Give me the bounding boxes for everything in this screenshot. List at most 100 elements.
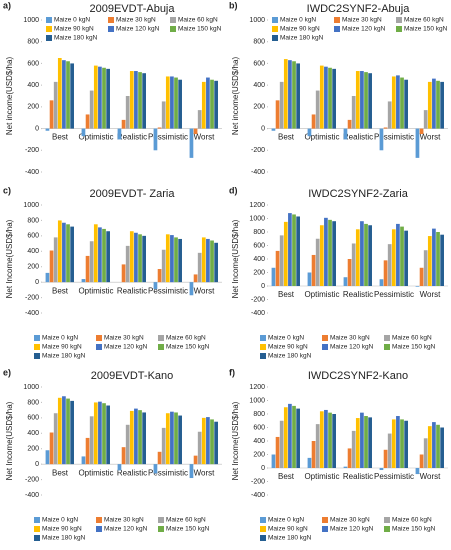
- bar: [117, 128, 122, 140]
- y-tick-label: -200: [25, 476, 39, 483]
- legend-swatch: [34, 353, 40, 359]
- x-tick-label: Realistic: [117, 468, 147, 477]
- bar: [85, 255, 90, 283]
- x-tick-label: Worst: [194, 133, 216, 142]
- legend-label: Maize 180 kgN: [280, 35, 324, 42]
- x-tick-label: Optimistic: [78, 468, 113, 477]
- legend-swatch: [96, 335, 102, 341]
- x-tick-label: Optimistic: [78, 286, 113, 295]
- x-tick-label: Realistic: [117, 286, 147, 295]
- bar: [324, 217, 328, 286]
- bar: [332, 221, 336, 286]
- x-tick-label: Pessimistic: [374, 472, 414, 481]
- bar: [415, 468, 420, 475]
- legend-label: Maize 120 kgN: [330, 526, 374, 533]
- x-tick-label: Optimistic: [304, 290, 339, 299]
- legend-swatch: [96, 526, 102, 532]
- y-axis-label: Net Income(USD$/ha): [231, 401, 240, 480]
- x-tick-label: Pessimistic: [148, 286, 188, 295]
- x-tick-label: Worst: [194, 286, 216, 295]
- legend-swatch: [158, 517, 164, 523]
- bar: [400, 419, 404, 468]
- x-tick-label: Realistic: [343, 472, 373, 481]
- bar: [45, 272, 50, 283]
- bar: [328, 219, 332, 286]
- x-tick-label: Pessimistic: [148, 468, 188, 477]
- bar: [343, 128, 348, 140]
- y-tick-label: -400: [251, 169, 265, 176]
- panel-label: c): [3, 185, 11, 195]
- legend-label: Maize 60 kgN: [404, 17, 444, 24]
- bar: [189, 128, 194, 158]
- legend-swatch: [260, 517, 266, 523]
- bar: [157, 451, 162, 465]
- bar: [404, 420, 408, 468]
- bar: [142, 73, 146, 129]
- bar: [62, 222, 66, 283]
- bar: [45, 128, 50, 131]
- bar: [387, 244, 392, 286]
- bar: [364, 223, 368, 286]
- legend-swatch: [272, 35, 278, 41]
- bar: [85, 114, 90, 129]
- y-tick-label: 1000: [249, 215, 265, 222]
- legend-label: Maize 120 kgN: [330, 344, 374, 351]
- bar: [206, 417, 210, 465]
- bar: [153, 282, 158, 290]
- bar: [193, 128, 198, 134]
- bar: [189, 464, 194, 479]
- legend-swatch: [384, 526, 390, 532]
- x-tick-label: Best: [52, 286, 69, 295]
- bar: [368, 225, 372, 286]
- bar: [189, 282, 194, 296]
- bar: [368, 73, 372, 129]
- y-tick-label: 0: [35, 279, 39, 286]
- legend-label: Maize 60 kgN: [392, 335, 432, 342]
- bar: [324, 66, 328, 129]
- bar: [161, 101, 166, 129]
- legend-swatch: [108, 17, 114, 23]
- legend-swatch: [260, 344, 266, 350]
- bar: [288, 60, 292, 129]
- legend-swatch: [46, 17, 52, 23]
- x-tick-label: Optimistic: [78, 133, 113, 142]
- y-tick-label: 1000: [23, 17, 39, 24]
- bar: [332, 414, 336, 468]
- legend-label: Maize 30 kgN: [116, 17, 156, 24]
- bar: [319, 225, 324, 286]
- legend-swatch: [46, 35, 52, 41]
- bar: [178, 415, 182, 465]
- bar: [81, 279, 86, 283]
- bar: [70, 400, 74, 465]
- bar: [206, 238, 210, 283]
- y-tick-label: 200: [27, 264, 39, 271]
- bar: [66, 398, 70, 465]
- bar: [98, 227, 102, 283]
- y-tick-label: 600: [27, 415, 39, 422]
- y-tick-label: 800: [27, 399, 39, 406]
- bar: [271, 128, 276, 131]
- y-tick-label: 400: [253, 438, 265, 445]
- bar: [347, 448, 352, 468]
- bar: [319, 411, 324, 468]
- bar: [275, 250, 280, 286]
- bar: [347, 119, 352, 129]
- bar: [343, 466, 348, 468]
- y-tick-label: 200: [253, 451, 265, 458]
- x-tick-label: Worst: [420, 133, 442, 142]
- x-tick-label: Worst: [420, 290, 442, 299]
- chart-title: IWDC2SYNF2-Abuja: [307, 3, 411, 15]
- legend-swatch: [322, 344, 328, 350]
- bar: [70, 226, 74, 283]
- bar: [283, 221, 288, 286]
- x-tick-label: Optimistic: [304, 472, 339, 481]
- bar: [157, 127, 162, 129]
- legend-label: Maize 90 kgN: [268, 526, 308, 533]
- y-tick-label: 1200: [249, 202, 265, 209]
- bar: [201, 237, 206, 283]
- bar: [391, 76, 396, 129]
- bar: [49, 250, 54, 283]
- legend-swatch: [384, 517, 390, 523]
- legend-label: Maize 180 kgN: [268, 353, 312, 360]
- bar: [129, 231, 134, 283]
